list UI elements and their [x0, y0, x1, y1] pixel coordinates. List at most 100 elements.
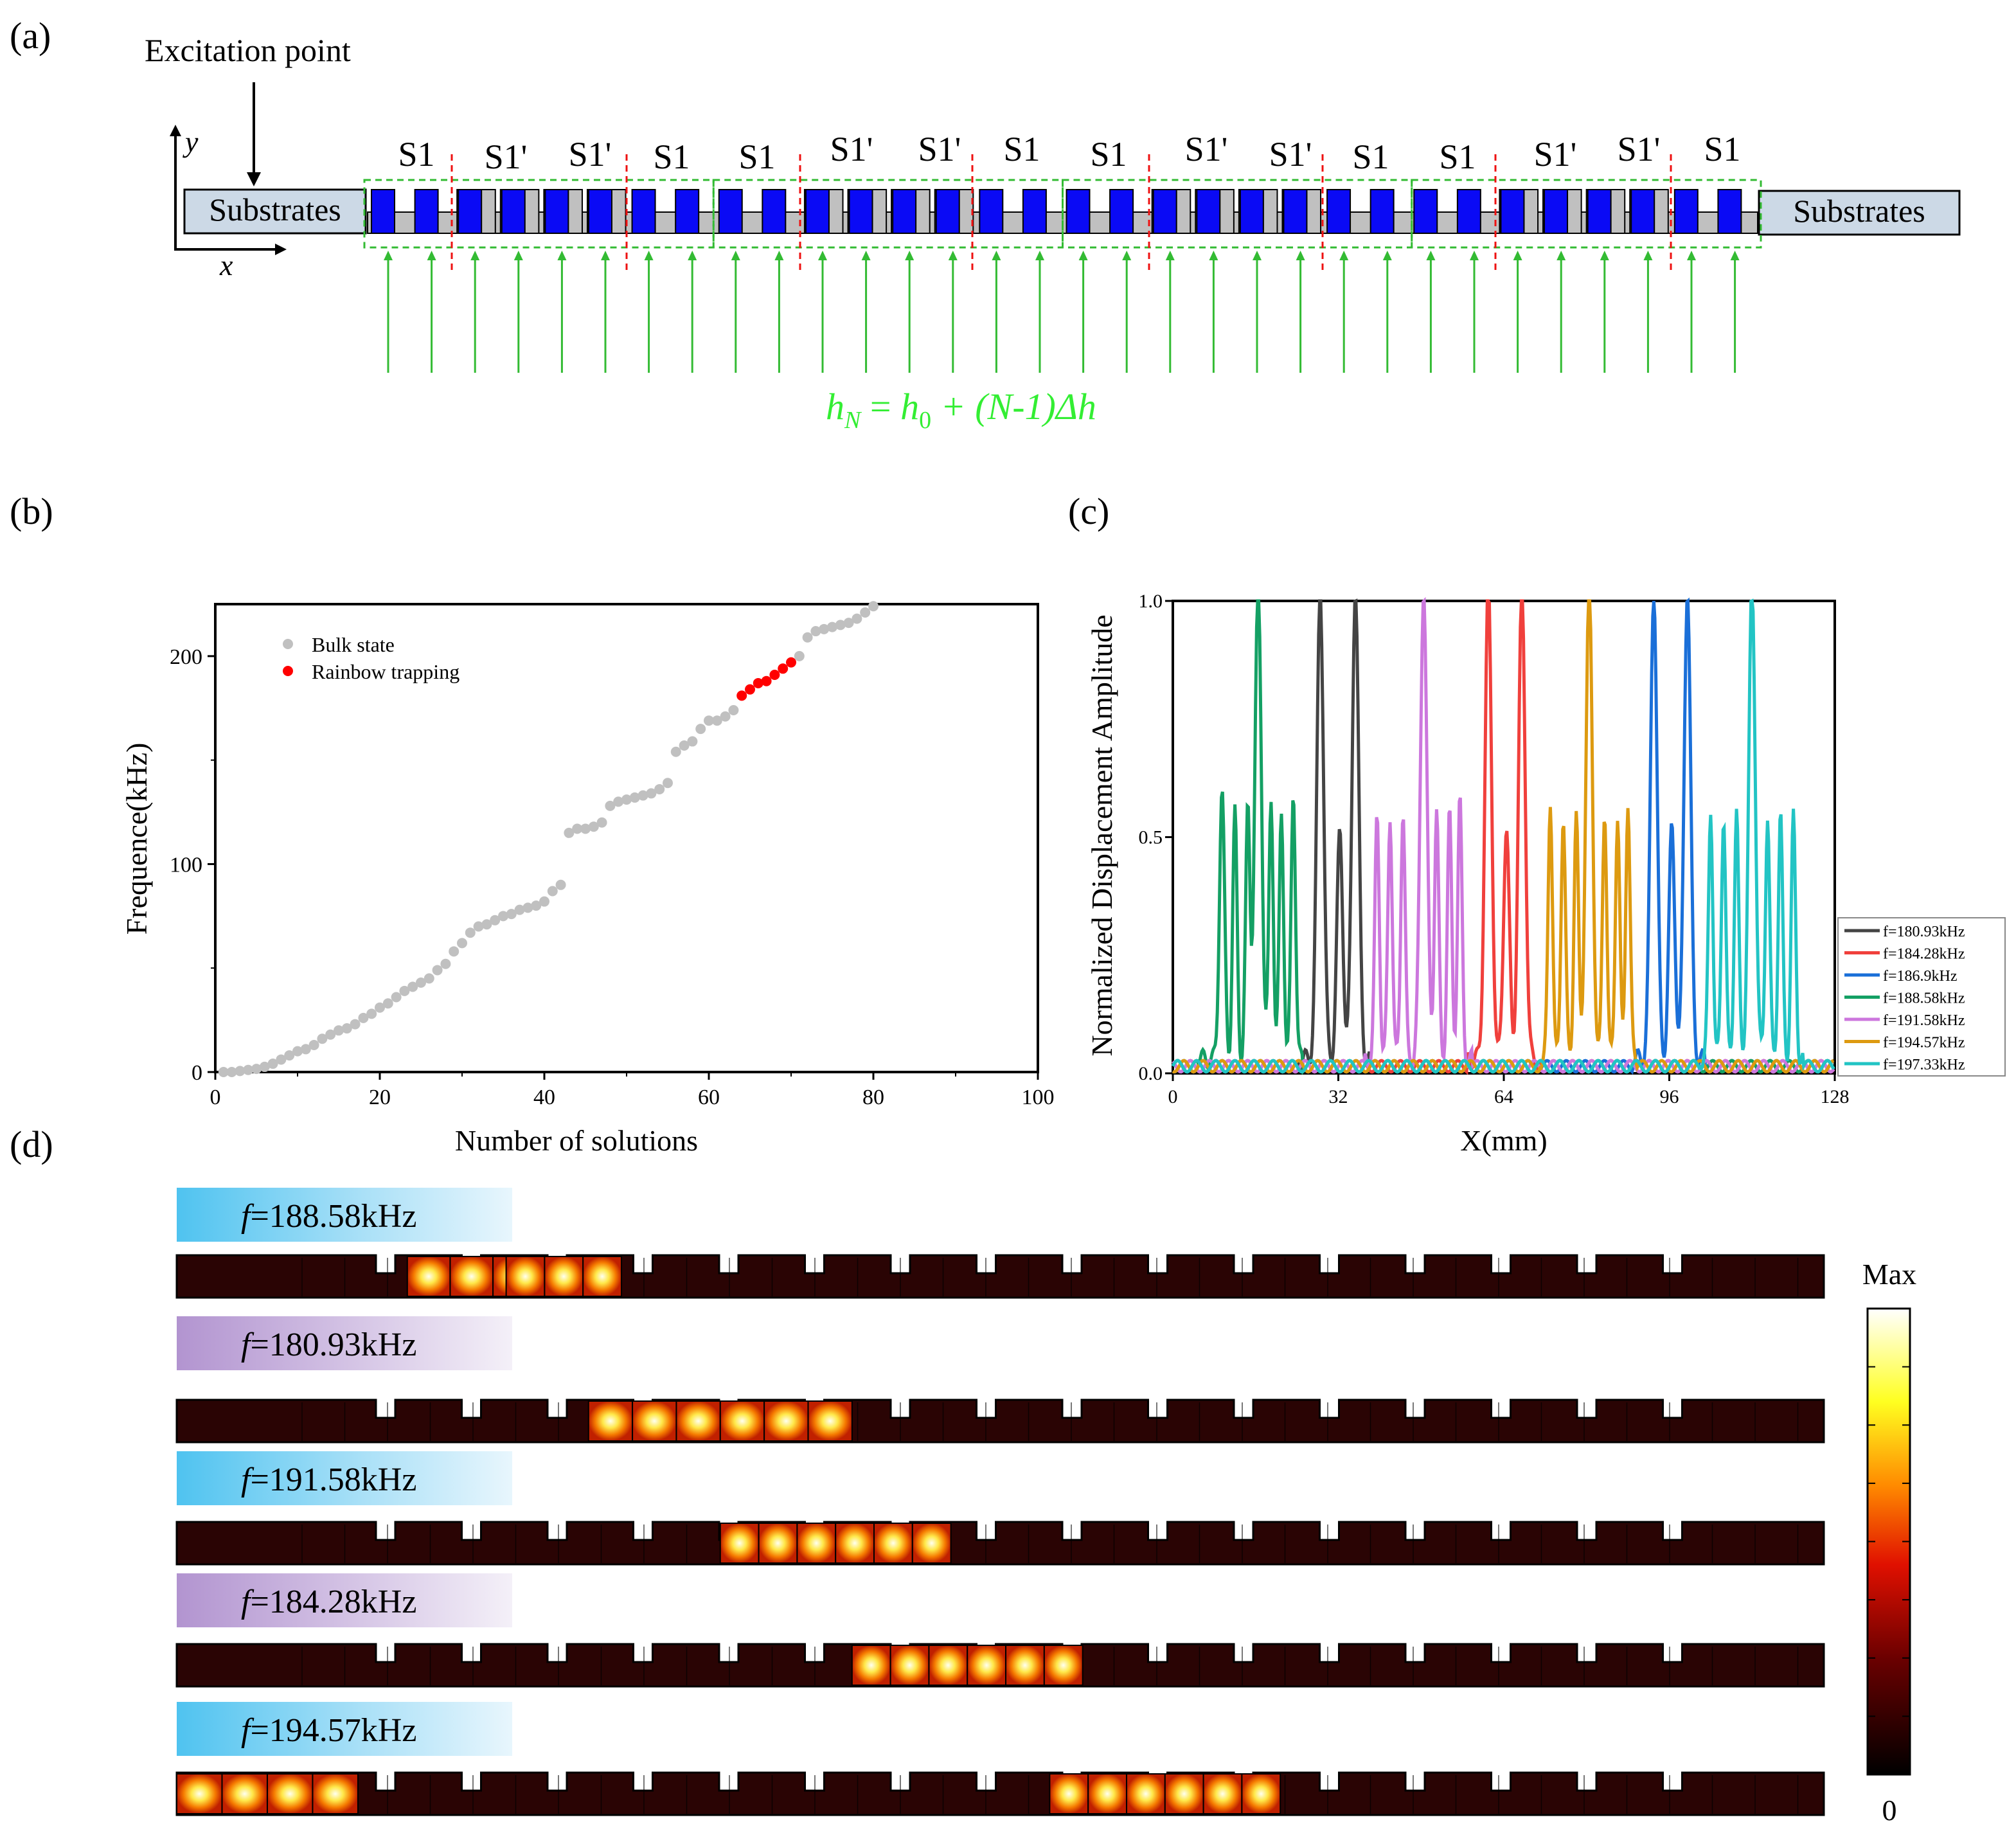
bulk-point [382, 998, 393, 1009]
field-hotspot [406, 1256, 451, 1297]
plot-c-xlabel: X(mm) [1460, 1124, 1547, 1157]
bulk-point [539, 896, 549, 907]
height-arrowhead [948, 251, 958, 260]
field-hotspot [1164, 1773, 1204, 1814]
blue-block [1500, 189, 1525, 234]
excitation-arrowhead [247, 172, 261, 186]
segment-label: S1 [1439, 138, 1476, 176]
rainbow-point [753, 677, 763, 688]
blue-block [1239, 189, 1264, 234]
field-strip [175, 1771, 1825, 1816]
field-hotspot [1005, 1645, 1045, 1686]
bulk-point [810, 626, 821, 637]
blue-block [458, 189, 483, 234]
bulk-point [687, 736, 698, 747]
frequency-tag [177, 1316, 512, 1370]
bulk-point [366, 1008, 377, 1019]
field-hotspot [266, 1773, 314, 1814]
field-hotspot [758, 1523, 798, 1564]
height-arrowhead [731, 251, 740, 260]
bulk-point [654, 783, 665, 794]
plot-b-axes: 0 20 40 60 80 100 0 100 200 [170, 645, 1055, 1109]
panel-a-label: (a) [10, 15, 51, 57]
legend-label: f=186.9kHz [1883, 968, 1958, 985]
field-strip [175, 1399, 1825, 1444]
bulk-point [440, 958, 451, 969]
field-hotspot [176, 1773, 223, 1814]
bulk-point [358, 1012, 369, 1023]
bulk-point [728, 705, 739, 716]
bulk-point [481, 919, 492, 930]
segment-label: S1 [398, 135, 434, 174]
blue-block [805, 189, 830, 234]
colorbar-min: 0 [1882, 1794, 1897, 1827]
bulk-point [251, 1064, 262, 1075]
blue-block [1673, 189, 1699, 234]
frequency-tag [177, 1188, 512, 1242]
substrate-left [183, 188, 367, 235]
bulk-point [663, 778, 673, 789]
blue-block [848, 189, 873, 234]
bulk-point [506, 909, 517, 920]
panel-b-label: (b) [10, 490, 53, 532]
x-tick-label: 80 [862, 1086, 884, 1109]
colorbar-max: Max [1862, 1258, 1916, 1291]
height-arrowhead [1643, 251, 1653, 260]
excitation-label: Excitation point [145, 32, 351, 68]
rainbow-point [761, 675, 772, 686]
rainbow-point [745, 684, 755, 695]
height-arrowhead [1209, 251, 1218, 260]
bulk-point [334, 1025, 344, 1036]
bulk-point [835, 620, 846, 630]
bulk-point [490, 915, 501, 925]
bulk-point [621, 794, 632, 805]
panel-c: (c) 0 32 64 96 128 0.0 0.5 1.0 X(mm) Normalized… [1068, 490, 2006, 1157]
height-arrowhead [905, 251, 914, 260]
height-arrowhead [774, 251, 784, 260]
frequency-tag [177, 1573, 512, 1627]
bulk-point [711, 715, 722, 726]
bulk-point [852, 613, 862, 624]
bulk-point [646, 788, 657, 799]
bulk-point [292, 1046, 303, 1057]
field-hotspot [967, 1645, 1007, 1686]
bulk-point [341, 1023, 352, 1034]
blue-block [718, 189, 743, 234]
y-tick-label: 0.5 [1139, 827, 1163, 848]
substrate-right [1758, 190, 1961, 236]
plot-b-ylabel: Frequence(kHz) [120, 743, 153, 935]
panel-c-label: (c) [1068, 490, 1109, 532]
blue-block [414, 189, 439, 234]
blue-block [1283, 189, 1308, 234]
height-arrowhead [1730, 251, 1740, 260]
frequency-value: =194.57kHz [250, 1712, 416, 1749]
bulk-point [860, 607, 871, 618]
bulk-point [407, 981, 418, 992]
blue-block [1022, 189, 1047, 234]
y-tick-label: 0 [192, 1061, 202, 1085]
height-arrowhead [601, 251, 610, 260]
field-hotspot [505, 1256, 546, 1297]
blue-block [935, 189, 960, 234]
blue-block [1587, 189, 1612, 234]
x-tick-label: 0 [1168, 1086, 1178, 1107]
field-hotspot [221, 1773, 268, 1814]
field-hotspot [1043, 1645, 1084, 1686]
segment-label: S1 [738, 138, 775, 176]
segment-label: S1' [1185, 130, 1228, 168]
bulk-point [564, 827, 575, 838]
height-arrowhead [470, 251, 480, 260]
field-hotspot [763, 1400, 809, 1442]
legend-label: f=180.93kHz [1883, 924, 1965, 940]
frequency-tag-text: f=184.28kHz [241, 1584, 416, 1620]
formula-sub-N: N [844, 407, 862, 434]
axis-y-arrowhead [170, 125, 181, 136]
blue-block [1544, 189, 1569, 234]
height-arrowhead [513, 251, 523, 260]
blue-block [501, 189, 526, 234]
rainbow-point [736, 690, 747, 701]
blue-block [675, 189, 700, 234]
substrate-left-label: Substrates [209, 192, 341, 228]
blue-block [1066, 189, 1091, 234]
field-hotspot [719, 1523, 760, 1564]
